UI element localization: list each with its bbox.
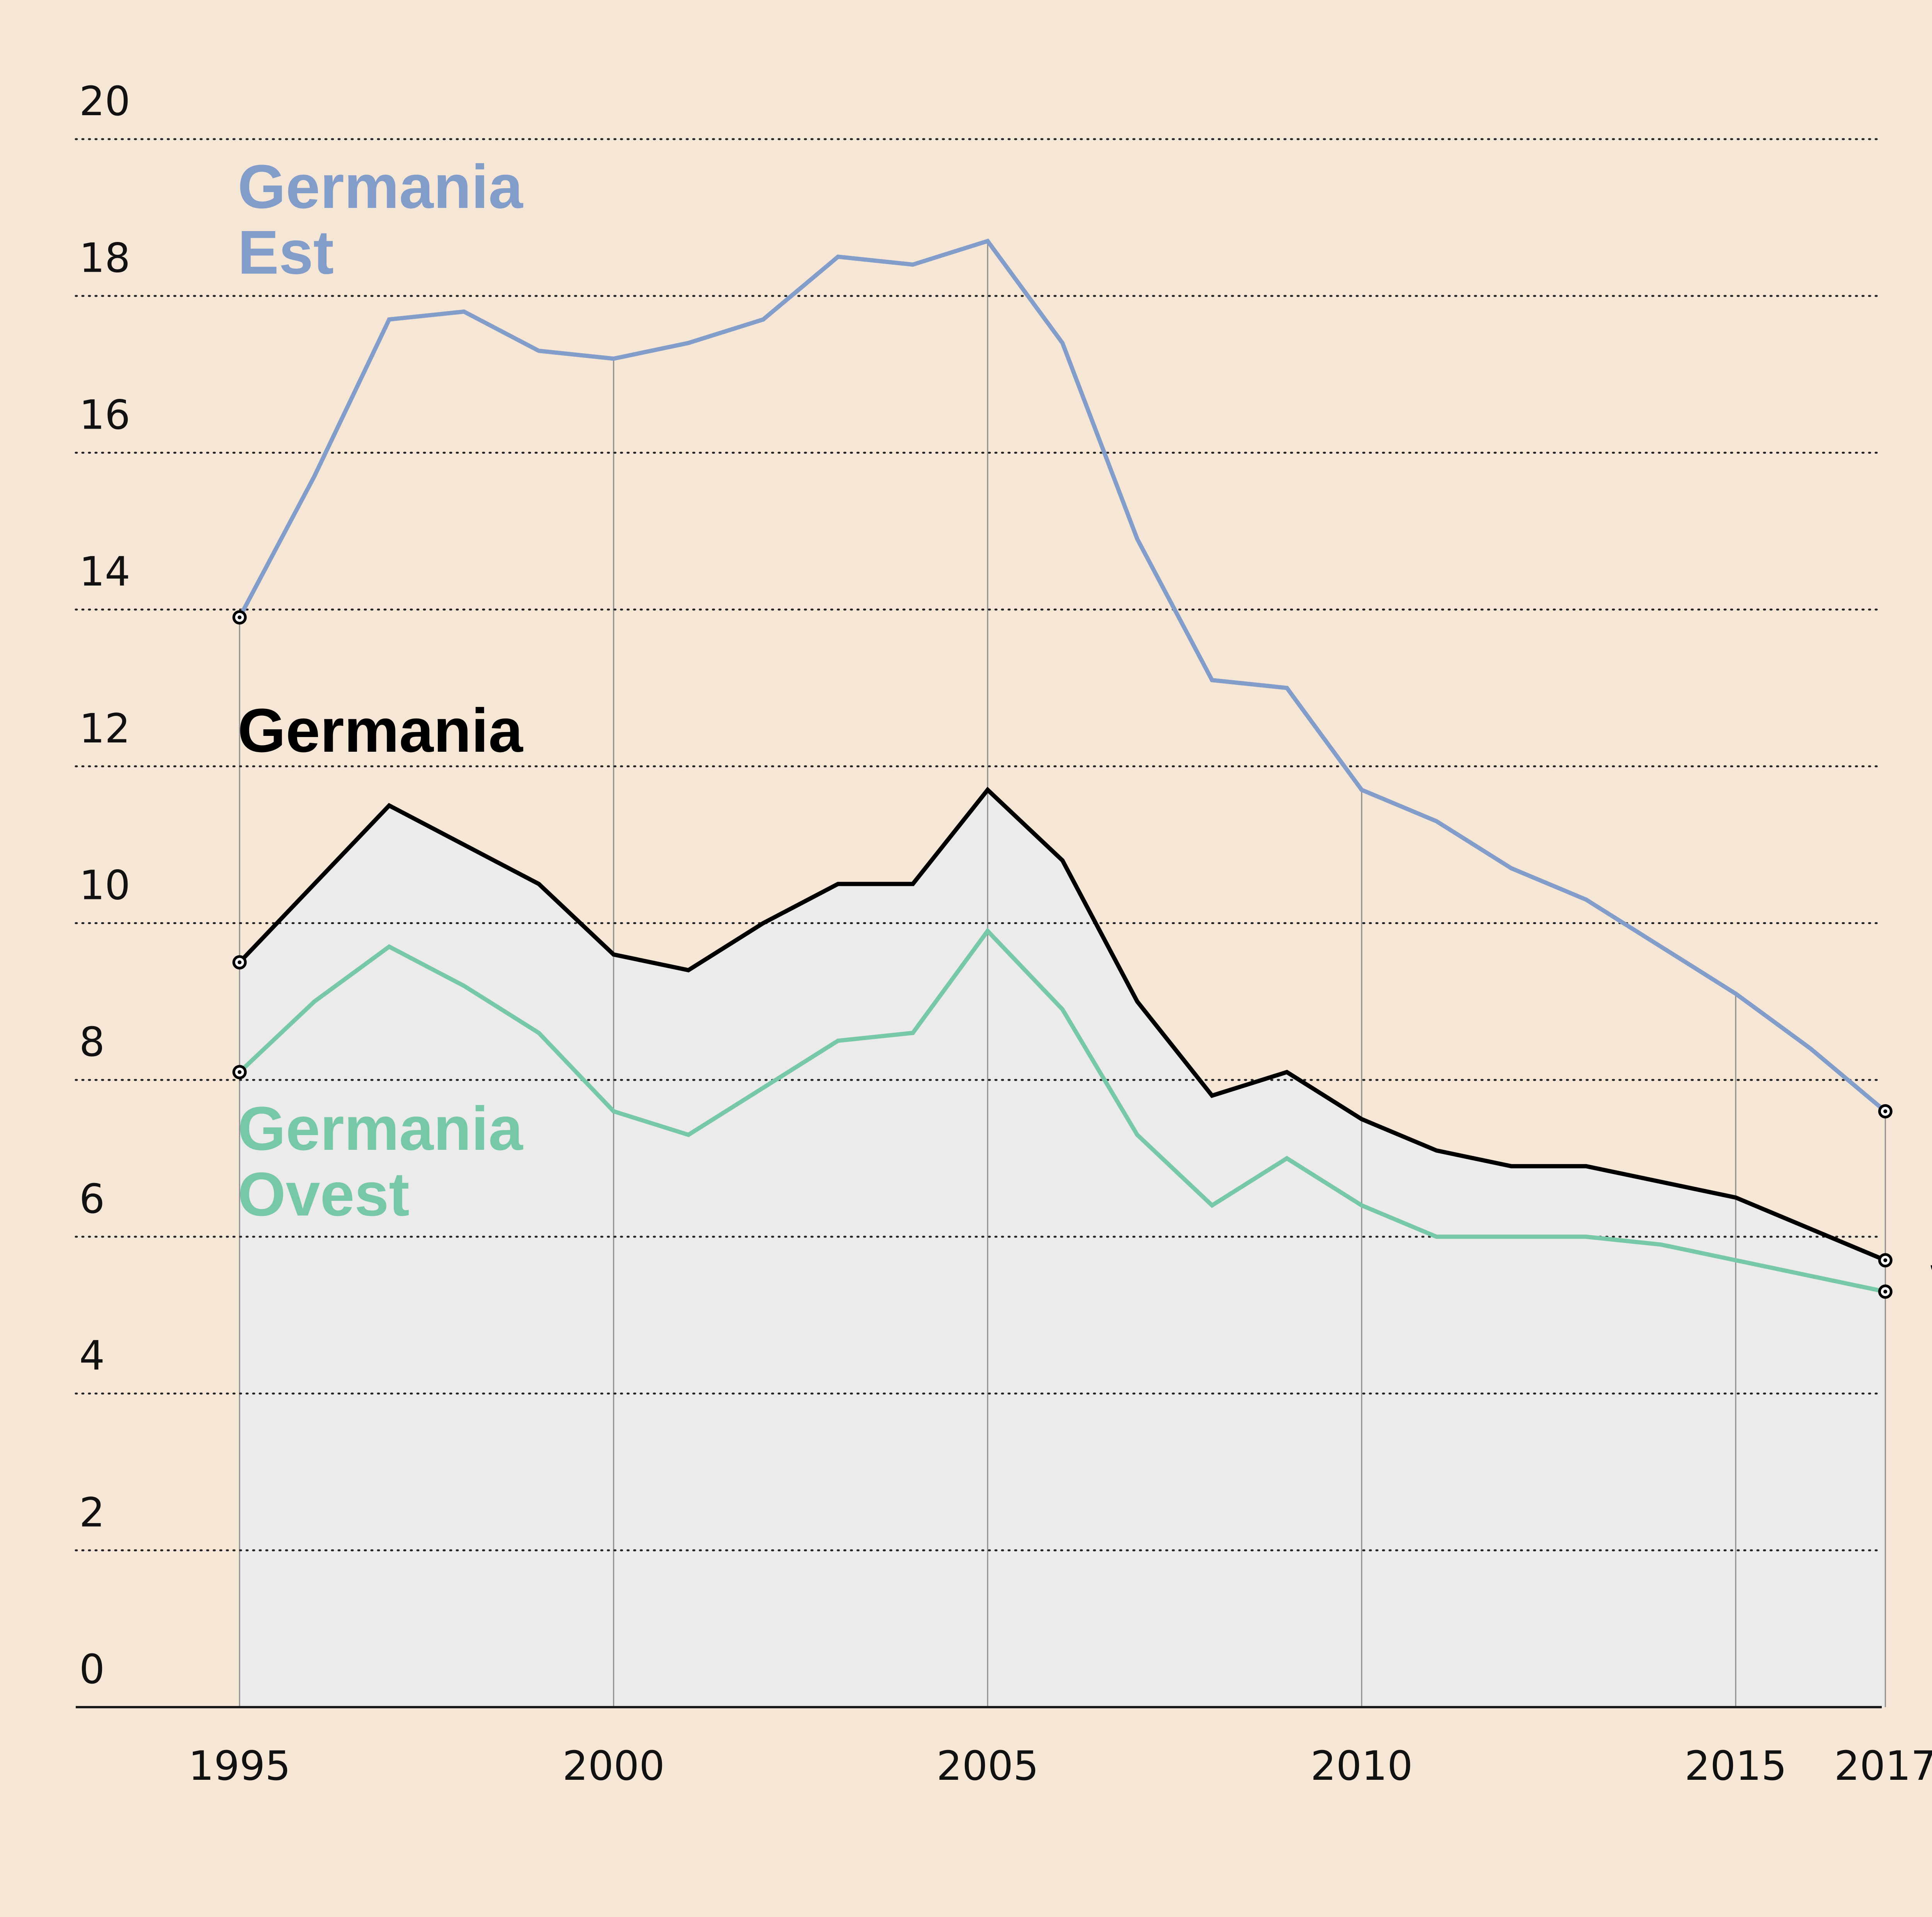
y-tick-label: 20 (79, 78, 130, 125)
marker-dot (238, 1070, 242, 1074)
y-tick-label: 0 (79, 1646, 105, 1693)
y-tick-label: 8 (79, 1018, 105, 1066)
data-point-marker (232, 955, 247, 970)
marker-dot (1883, 1109, 1888, 1113)
series-label-line: Germania (238, 1094, 523, 1163)
y-tick-label: 12 (79, 705, 130, 752)
marker-dot (1883, 1289, 1888, 1294)
data-point-marker (232, 610, 247, 625)
y-tick-label: 16 (79, 391, 130, 438)
data-point-marker (1878, 1104, 1893, 1119)
end-value-label-germania: 5,7 (1928, 1206, 1932, 1297)
y-tick-label: 10 (79, 862, 130, 909)
y-tick-label: 2 (79, 1489, 105, 1536)
x-tick-label: 2000 (563, 1742, 665, 1789)
y-tick-label: 6 (79, 1175, 105, 1222)
series-line-germania-est (238, 238, 1887, 1113)
series-label-germania-est: Germania Est (238, 152, 540, 287)
x-tick-label: 2017 (1834, 1742, 1932, 1789)
y-tick-label: 14 (79, 548, 130, 595)
marker-dot (1883, 1258, 1888, 1262)
series-label-line: Ovest (238, 1159, 410, 1229)
series-line-germania-ovest (238, 928, 1886, 1294)
x-axis-tick-labels: 1995 2000 2005 2010 2015 2017 (189, 1742, 1932, 1789)
data-point-marker (232, 1065, 247, 1079)
series-label-germania-ovest: Germania Ovest (238, 1094, 540, 1229)
end-value-label-germania-est: 7,6 (1930, 1062, 1932, 1153)
series-label-line: Est (238, 218, 334, 287)
x-tick-label: 2015 (1685, 1742, 1787, 1789)
series-label-germania: Germania (238, 696, 523, 765)
y-tick-label: 4 (79, 1332, 105, 1379)
data-point-marker (1878, 1284, 1893, 1299)
x-tick-label: 2005 (937, 1742, 1039, 1789)
data-point-marker (1878, 1253, 1893, 1268)
series-markers (232, 610, 1893, 1299)
germania-area-fill (240, 790, 1886, 1707)
series-label-line: Germania (238, 696, 523, 765)
marker-dot (238, 960, 242, 964)
series-lines (238, 238, 1887, 1294)
year-vertical-lines (239, 241, 1886, 1707)
series-line-germania (238, 787, 1886, 1262)
y-tick-label: 18 (79, 235, 130, 282)
marker-dot (238, 615, 242, 620)
x-tick-label: 2010 (1311, 1742, 1413, 1789)
y-axis-tick-labels: 0 2 4 6 8 10 12 14 16 18 20 (79, 78, 130, 1693)
end-value-label-germania-ovest: 5,3 (1930, 1302, 1932, 1393)
x-tick-label: 1995 (189, 1742, 291, 1789)
series-label-line: Germania (238, 152, 523, 221)
